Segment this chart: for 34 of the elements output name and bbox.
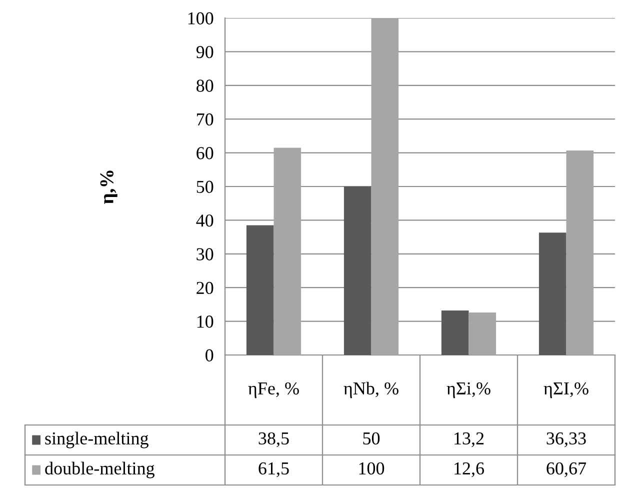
y-tick-label: 60 [196,147,214,160]
x-tick-label: ηΣI,% [544,382,588,398]
x-tick-label: ηΣi,% [446,382,490,398]
data-label: 60,67 [546,462,586,478]
data-label: 36,33 [546,432,586,448]
legend-label: double-melting [45,462,154,478]
y-tick-label: 80 [196,80,214,92]
data-label: 100 [359,462,384,475]
y-tick-label: 70 [197,113,214,126]
data-label: 61,5 [258,462,289,478]
y-tick-label: 10 [197,316,214,328]
bar [246,225,274,355]
x-tick-label: ηNb, % [344,382,398,398]
data-label: 38,5 [258,432,289,448]
y-tick-label: 100 [188,12,214,24]
bar [468,312,496,355]
bar [441,310,469,355]
bar [371,18,399,355]
y-tick-label: 20 [196,282,214,294]
y-axis-title: η,% [100,170,118,204]
legend-label: single-melting [45,432,148,448]
bar [566,150,594,355]
y-tick-label: 40 [196,214,214,227]
y-tick-label: 90 [196,46,214,58]
data-label: 13,2 [454,432,484,448]
y-tick-label: 50 [196,180,214,193]
y-tick-label: 0 [206,349,214,362]
data-label: 12,6 [454,462,484,478]
bar [538,232,566,355]
data-label: 50 [363,432,380,445]
bar [274,148,302,355]
x-tick-label: ηFe, % [248,382,299,398]
y-tick-label: 30 [196,248,214,260]
bar [344,186,372,355]
